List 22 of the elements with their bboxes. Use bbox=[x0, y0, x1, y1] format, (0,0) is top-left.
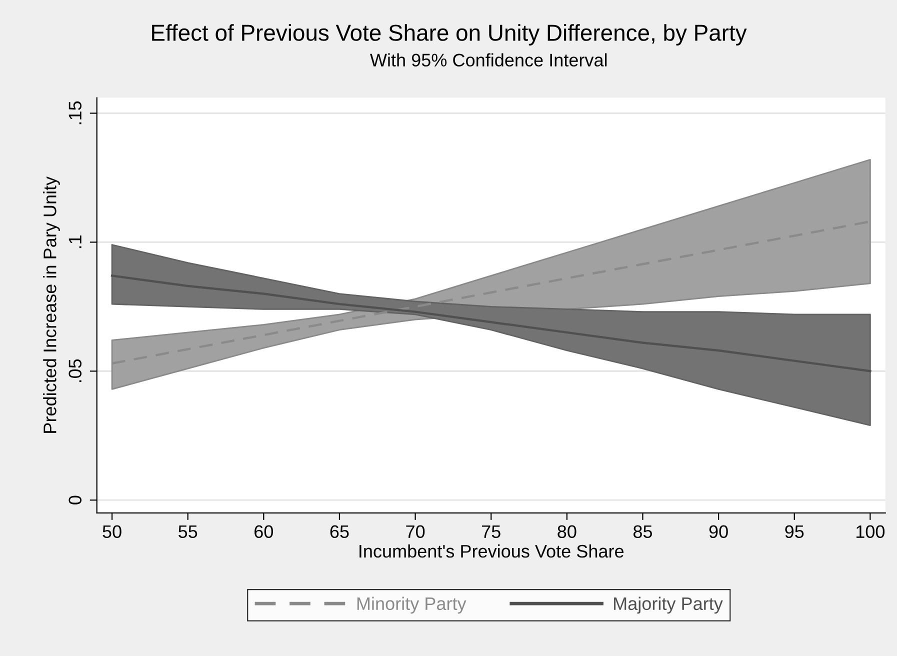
y-tick-label: .1 bbox=[68, 236, 82, 248]
x-tick-label: 70 bbox=[406, 525, 425, 538]
x-tick-label: 100 bbox=[856, 525, 885, 538]
x-tick-label: 55 bbox=[178, 525, 198, 538]
line-series bbox=[110, 274, 872, 372]
x-tick-label: 60 bbox=[254, 525, 274, 538]
legend-label: Minority Party bbox=[357, 596, 466, 614]
y-axis-title: Predicted Increase in Pary Unity bbox=[43, 176, 60, 433]
chart-subtitle: With 95% Confidence Interval bbox=[370, 53, 607, 67]
x-tick-label: 65 bbox=[330, 525, 349, 538]
x-tick-label: 80 bbox=[558, 525, 576, 538]
x-tick-label: 95 bbox=[785, 525, 804, 538]
x-axis-title: Incumbent's Previous Vote Share bbox=[360, 544, 624, 558]
text: Majority Party bbox=[614, 596, 723, 614]
x-tick-label: 50 bbox=[102, 525, 122, 538]
y-tick-label: .15 bbox=[68, 101, 82, 124]
y-tick-label: .05 bbox=[68, 359, 82, 382]
x-tick-label: 90 bbox=[709, 525, 728, 538]
x-tick-label: 75 bbox=[482, 525, 500, 538]
chart-title: Effect of Previous Vote Share on Unity Difference, by Party bbox=[152, 24, 747, 46]
x-tick-label: 85 bbox=[633, 525, 652, 538]
y-tick-label: 0 bbox=[68, 496, 82, 504]
